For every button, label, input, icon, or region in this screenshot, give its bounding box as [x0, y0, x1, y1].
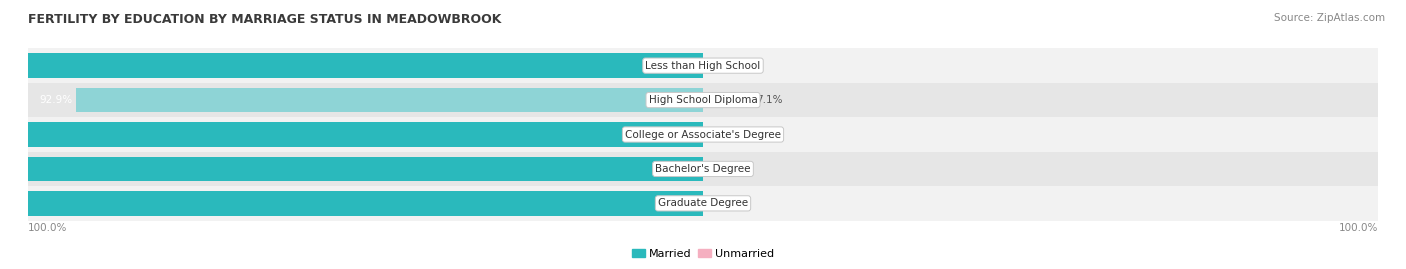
- Text: FERTILITY BY EDUCATION BY MARRIAGE STATUS IN MEADOWBROOK: FERTILITY BY EDUCATION BY MARRIAGE STATU…: [28, 13, 502, 26]
- Text: 100.0%: 100.0%: [1339, 223, 1378, 233]
- Bar: [28, 48, 1378, 83]
- Text: 0.0%: 0.0%: [709, 164, 735, 174]
- Bar: [28, 53, 703, 78]
- Text: 0.0%: 0.0%: [709, 198, 735, 208]
- Text: Graduate Degree: Graduate Degree: [658, 198, 748, 208]
- Text: 100.0%: 100.0%: [0, 61, 25, 71]
- Text: 0.0%: 0.0%: [709, 129, 735, 140]
- Text: Less than High School: Less than High School: [645, 61, 761, 71]
- Text: High School Diploma: High School Diploma: [648, 95, 758, 105]
- Bar: [28, 152, 1378, 186]
- Bar: [28, 117, 1378, 152]
- Text: 100.0%: 100.0%: [0, 198, 25, 208]
- Text: Bachelor's Degree: Bachelor's Degree: [655, 164, 751, 174]
- Legend: Married, Unmarried: Married, Unmarried: [627, 244, 779, 263]
- Text: Source: ZipAtlas.com: Source: ZipAtlas.com: [1274, 13, 1385, 23]
- Bar: [28, 157, 703, 181]
- Bar: [28, 191, 703, 216]
- Text: 7.1%: 7.1%: [756, 95, 783, 105]
- Text: 0.0%: 0.0%: [709, 61, 735, 71]
- Text: 100.0%: 100.0%: [0, 129, 25, 140]
- Bar: [76, 88, 703, 112]
- Text: 100.0%: 100.0%: [28, 223, 67, 233]
- Text: 92.9%: 92.9%: [39, 95, 73, 105]
- Text: College or Associate's Degree: College or Associate's Degree: [626, 129, 780, 140]
- Bar: [28, 122, 703, 147]
- Bar: [28, 83, 1378, 117]
- Text: 100.0%: 100.0%: [0, 164, 25, 174]
- Bar: [28, 186, 1378, 221]
